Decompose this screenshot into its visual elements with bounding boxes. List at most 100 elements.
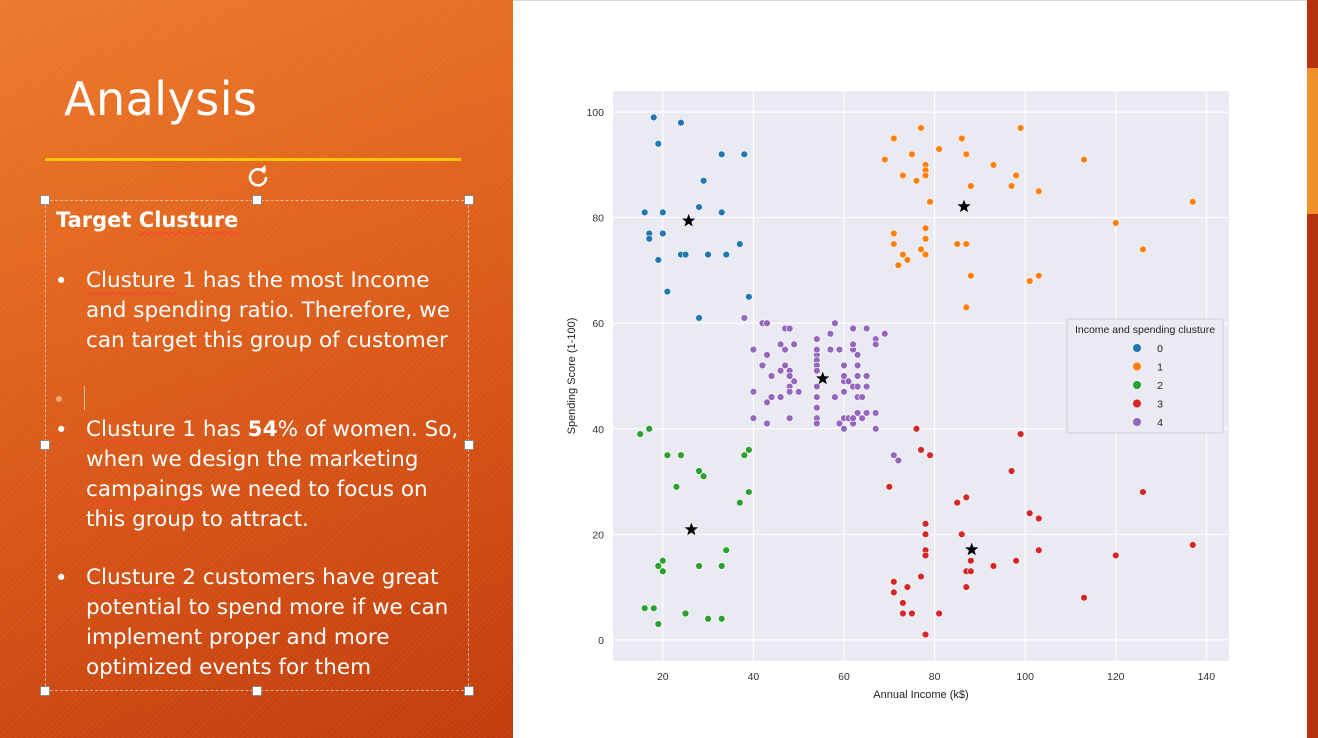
data-point-cluster-2 <box>695 562 703 570</box>
data-point-cluster-1 <box>890 134 898 143</box>
slide-top-border <box>513 0 1307 1</box>
data-point-cluster-2 <box>718 615 726 623</box>
data-point-cluster-4 <box>872 425 880 433</box>
data-point-cluster-4 <box>881 330 889 338</box>
data-point-cluster-3 <box>890 578 898 586</box>
data-point-cluster-3 <box>962 583 970 591</box>
data-point-cluster-2 <box>736 498 744 507</box>
resize-handle-bottom-left[interactable] <box>40 686 50 696</box>
resize-handle-middle-left[interactable] <box>40 440 50 450</box>
data-point-cluster-0 <box>699 177 708 185</box>
centroid-star-marker <box>816 371 830 385</box>
data-point-cluster-2 <box>654 562 662 570</box>
data-point-cluster-1 <box>921 171 930 180</box>
x-axis-label: Annual Income (k$) <box>873 689 968 701</box>
legend-box <box>1066 318 1224 434</box>
data-point-cluster-1 <box>1035 187 1043 195</box>
resize-handle-bottom-right[interactable] <box>464 686 474 696</box>
y-axis-label: Spending Score (1-100) <box>566 318 578 435</box>
data-point-cluster-2 <box>699 472 708 480</box>
data-point-cluster-2 <box>654 620 662 628</box>
slide-edge-bar <box>1307 0 1318 738</box>
bullet-marker: • <box>55 418 68 442</box>
data-point-cluster-2 <box>681 609 690 618</box>
data-point-cluster-4 <box>853 382 862 391</box>
x-tick-label: 80 <box>929 671 941 683</box>
data-point-cluster-2 <box>745 446 753 454</box>
data-point-cluster-2 <box>695 467 703 475</box>
bold-percentage: 54 <box>247 417 278 442</box>
centroid-star-marker <box>957 199 971 213</box>
data-point-cluster-4 <box>763 319 771 327</box>
data-point-cluster-4 <box>763 419 771 428</box>
bullet-item-3: Clusture 2 customers have great potentia… <box>86 563 466 683</box>
bullet-text-2a: 1 has <box>175 417 248 442</box>
legend-marker-2 <box>1133 381 1141 389</box>
data-point-cluster-1 <box>890 240 898 248</box>
centroid-star-marker <box>684 522 699 536</box>
data-point-cluster-4 <box>785 372 794 380</box>
data-point-cluster-4 <box>835 345 844 354</box>
data-point-cluster-1 <box>1139 245 1147 254</box>
data-point-cluster-4 <box>763 351 771 359</box>
bullet-marker: • <box>55 269 68 293</box>
data-point-cluster-4 <box>776 393 785 401</box>
data-point-cluster-0 <box>659 229 667 238</box>
data-point-cluster-3 <box>1016 430 1025 438</box>
x-tick-label: 100 <box>1016 671 1034 683</box>
x-tick-label: 140 <box>1198 671 1216 683</box>
resize-handle-top-center[interactable] <box>252 195 262 205</box>
data-point-cluster-4 <box>758 361 767 370</box>
data-point-cluster-4 <box>813 403 821 412</box>
legend-label: 1 <box>1157 362 1163 374</box>
data-point-cluster-3 <box>926 451 934 459</box>
data-point-cluster-4 <box>849 414 857 422</box>
data-point-cluster-2 <box>636 430 644 438</box>
data-point-cluster-4 <box>835 419 844 428</box>
data-point-cluster-0 <box>718 150 726 159</box>
data-point-cluster-0 <box>695 314 703 322</box>
data-point-cluster-0 <box>641 208 649 217</box>
y-tick-label: 0 <box>598 635 604 647</box>
y-tick-label: 100 <box>586 107 604 119</box>
data-point-cluster-2 <box>672 483 681 491</box>
y-tick-label: 80 <box>592 213 604 225</box>
rotate-handle-icon[interactable] <box>245 163 271 189</box>
data-point-cluster-4 <box>813 393 821 401</box>
resize-handle-middle-right[interactable] <box>464 440 474 450</box>
data-point-cluster-1 <box>917 124 925 132</box>
data-point-cluster-2 <box>645 425 653 433</box>
data-point-cluster-3 <box>958 530 966 539</box>
data-point-cluster-2 <box>718 562 726 570</box>
data-point-cluster-1 <box>967 182 975 190</box>
resize-handle-top-right[interactable] <box>464 195 474 205</box>
legend-marker-4 <box>1133 418 1141 426</box>
data-point-cluster-4 <box>763 398 771 407</box>
y-tick-label: 20 <box>592 529 604 541</box>
data-point-cluster-4 <box>776 367 785 375</box>
data-point-cluster-3 <box>1026 509 1034 517</box>
data-point-cluster-4 <box>849 340 857 349</box>
data-point-cluster-4 <box>749 414 758 422</box>
data-point-cluster-0 <box>681 250 690 259</box>
data-point-cluster-1 <box>967 272 975 280</box>
data-point-cluster-1 <box>1016 124 1025 132</box>
data-point-cluster-3 <box>1189 541 1197 549</box>
resize-handle-top-left[interactable] <box>40 195 50 205</box>
data-point-cluster-3 <box>1007 467 1016 475</box>
data-point-cluster-1 <box>962 150 970 159</box>
resize-handle-bottom-center[interactable] <box>252 686 262 696</box>
misspelled-word: Clusture <box>86 417 176 442</box>
data-point-cluster-4 <box>785 324 794 333</box>
data-point-cluster-3 <box>967 567 975 575</box>
centroid-star-marker <box>965 542 979 556</box>
data-point-cluster-3 <box>1139 488 1147 496</box>
slide-title[interactable]: Analysis <box>64 72 258 126</box>
legend-label: 4 <box>1157 417 1163 429</box>
data-point-cluster-1 <box>899 250 907 259</box>
data-point-cluster-3 <box>1035 546 1043 554</box>
data-point-cluster-4 <box>776 340 785 349</box>
data-point-cluster-0 <box>677 118 685 127</box>
data-point-cluster-2 <box>659 557 667 565</box>
